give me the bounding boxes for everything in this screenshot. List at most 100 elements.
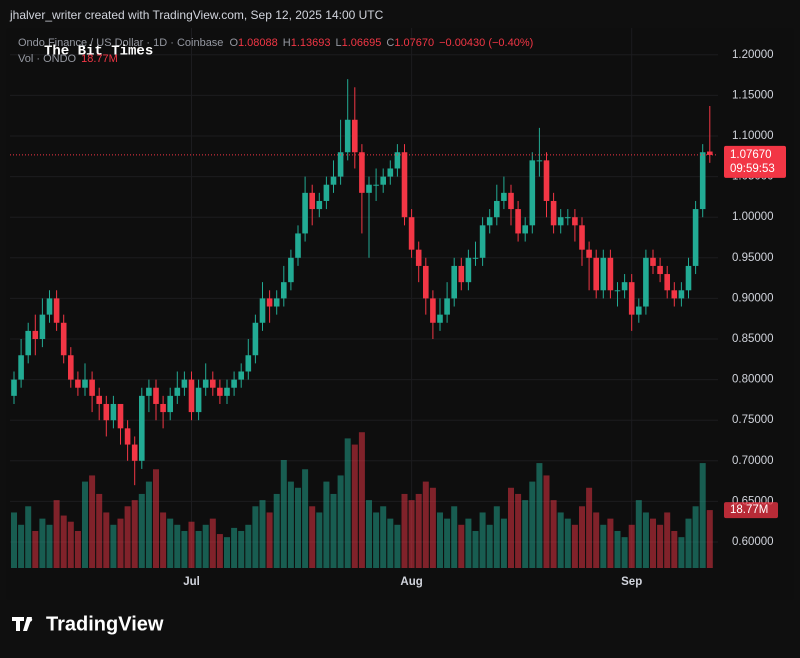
candle-body bbox=[494, 200, 500, 218]
volume-bar bbox=[635, 500, 642, 568]
candle-body bbox=[18, 355, 24, 380]
candle-body bbox=[479, 225, 486, 258]
header: jhalver_writer created with TradingView.… bbox=[9, 8, 384, 22]
volume-bar bbox=[181, 530, 188, 568]
candle-body bbox=[678, 290, 685, 299]
volume-bar bbox=[138, 493, 145, 568]
volume-bar bbox=[500, 518, 507, 568]
volume-bar bbox=[429, 487, 436, 568]
candle-body bbox=[423, 265, 429, 299]
volume-bar bbox=[18, 524, 25, 568]
volume-bar bbox=[252, 506, 259, 568]
volume-bar bbox=[415, 493, 422, 568]
candle-body bbox=[195, 387, 202, 413]
volume-bar bbox=[245, 524, 252, 568]
candle-body bbox=[352, 119, 358, 153]
candle-body bbox=[515, 209, 521, 234]
candle-body bbox=[437, 314, 443, 323]
countdown: 09:59:53 bbox=[730, 163, 775, 175]
candle-body bbox=[579, 225, 585, 250]
volume-bar bbox=[153, 469, 159, 568]
volume-bar bbox=[437, 512, 443, 568]
candle-body bbox=[472, 257, 479, 259]
candle-body bbox=[628, 282, 635, 315]
candle-body bbox=[600, 257, 607, 291]
volume-bar bbox=[550, 500, 557, 568]
volume-bar bbox=[287, 481, 294, 568]
volume-bar bbox=[32, 530, 39, 568]
candle-body bbox=[387, 168, 394, 177]
watermark: The Bit Times bbox=[44, 44, 153, 60]
candle-body bbox=[650, 257, 656, 266]
y-tick-label: 0.90000 bbox=[732, 292, 774, 304]
volume-bar bbox=[82, 481, 88, 568]
candle-body bbox=[550, 200, 557, 226]
volume-bar bbox=[593, 512, 600, 568]
volume-bar bbox=[657, 524, 664, 568]
candle-body bbox=[501, 192, 507, 201]
volume-bar bbox=[202, 524, 209, 568]
candle-body bbox=[153, 387, 159, 404]
volume-bar bbox=[607, 518, 614, 568]
candle-body bbox=[25, 330, 31, 356]
volume-bar bbox=[508, 487, 514, 568]
x-tick-label: Aug bbox=[400, 576, 422, 588]
candle-body bbox=[664, 274, 670, 291]
legend-key: O bbox=[229, 37, 238, 49]
candle-body bbox=[167, 395, 173, 413]
volume-bar bbox=[358, 432, 365, 568]
candle-body bbox=[181, 379, 188, 388]
volume-bar bbox=[110, 524, 117, 568]
candle-body bbox=[188, 379, 195, 413]
candle-body bbox=[252, 322, 259, 356]
volume-bar bbox=[522, 500, 529, 568]
candle-body bbox=[124, 428, 131, 445]
volume-bar bbox=[571, 524, 578, 568]
candle-body bbox=[344, 119, 351, 153]
volume-bar bbox=[344, 438, 351, 568]
volume-bar bbox=[366, 500, 372, 568]
candle-body bbox=[302, 192, 308, 234]
candle-body bbox=[636, 306, 642, 315]
volume-bar bbox=[692, 506, 699, 568]
volume-bar bbox=[451, 506, 458, 568]
candle-body bbox=[266, 298, 273, 307]
volume-bar bbox=[295, 487, 301, 568]
volume-bar bbox=[472, 530, 479, 568]
candle-body bbox=[68, 355, 74, 380]
volume-bar bbox=[67, 521, 74, 568]
volume-bar bbox=[131, 500, 138, 568]
volume-bar bbox=[678, 537, 685, 568]
legend-key: L bbox=[335, 37, 341, 49]
y-tick-label: 0.75000 bbox=[732, 414, 774, 426]
volume-bar bbox=[266, 512, 273, 568]
candle-body bbox=[536, 160, 543, 162]
candle-body bbox=[444, 298, 450, 315]
volume-bar bbox=[671, 530, 678, 568]
candle-body bbox=[508, 192, 514, 210]
volume-bar bbox=[465, 518, 472, 568]
volume-bar bbox=[25, 506, 32, 568]
volume-bar bbox=[174, 524, 181, 568]
volume-bar bbox=[337, 475, 344, 568]
brand: TradingView bbox=[46, 613, 164, 635]
candle-body bbox=[621, 282, 628, 291]
y-tick-label: 1.00000 bbox=[732, 211, 774, 223]
candle-body bbox=[572, 217, 578, 226]
candle-body bbox=[430, 298, 436, 323]
candle-body bbox=[60, 322, 67, 356]
candle-body bbox=[295, 233, 301, 258]
legend-key: C bbox=[386, 37, 394, 49]
legend-key: H bbox=[283, 37, 291, 49]
volume-bar bbox=[536, 463, 543, 568]
candle-body bbox=[330, 176, 337, 185]
volume-bar bbox=[493, 506, 500, 568]
candle-body bbox=[316, 200, 323, 210]
candle-body bbox=[643, 257, 649, 307]
candle-body bbox=[593, 257, 599, 291]
volume-bar bbox=[579, 506, 585, 568]
volume-bar bbox=[224, 537, 230, 568]
candle-body bbox=[465, 257, 472, 283]
volume-bar bbox=[529, 481, 536, 568]
candle-body bbox=[557, 217, 564, 226]
